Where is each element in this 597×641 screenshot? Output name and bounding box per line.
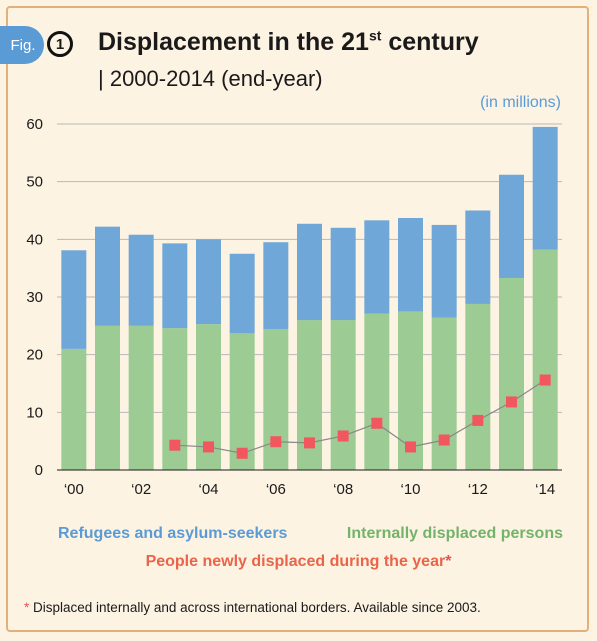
- newly-displaced-point-2013: [506, 396, 517, 408]
- x-tick-label-2014: ‘14: [535, 481, 555, 498]
- bar-idps-2012: [465, 303, 491, 470]
- bar-refugees-2013: [499, 174, 524, 278]
- newly-displaced-point-2011: [438, 434, 450, 446]
- figure-label-badge: Fig.: [0, 26, 44, 64]
- newly-displaced-point-2007: [304, 437, 315, 449]
- bar-idps-2002: [128, 325, 154, 470]
- bar-refugees-2009: [364, 220, 390, 314]
- newly-displaced-point-2012: [472, 414, 484, 426]
- chart-title-sup: st: [368, 27, 382, 44]
- x-tick-label-2004: ‘04: [198, 481, 218, 498]
- y-tick-label-0: 0: [35, 462, 43, 479]
- bar-refugees-2011: [431, 224, 457, 318]
- figure-number: 1: [47, 31, 73, 57]
- bar-refugees-2012: [465, 210, 491, 304]
- bar-refugees-2014: [532, 126, 558, 250]
- x-tick-label-2002: ‘02: [131, 481, 151, 498]
- newly-displaced-point-2010: [405, 441, 416, 453]
- bar-refugees-2001: [95, 226, 120, 326]
- legend-newly-displaced-label: People newly displaced during the year: [145, 553, 446, 570]
- y-tick-label-50: 50: [26, 174, 43, 191]
- bar-idps-2009: [364, 313, 390, 470]
- chart-subtitle: | 2000-2014 (end-year): [98, 66, 323, 91]
- bar-refugees-2006: [263, 242, 289, 330]
- newly-displaced-point-2014: [539, 374, 551, 386]
- bar-idps-2013: [499, 277, 524, 470]
- newly-displaced-point-2006: [270, 436, 282, 448]
- footnote: * Displaced internally and across intern…: [24, 600, 481, 615]
- newly-displaced-point-2008: [337, 430, 349, 442]
- footnote-asterisk: *: [24, 600, 30, 615]
- bar-refugees-2005: [229, 253, 255, 334]
- bar-refugees-2007: [297, 223, 322, 321]
- bar-refugees-2003: [162, 243, 188, 329]
- y-tick-label-10: 10: [26, 404, 43, 421]
- figure-frame: [6, 6, 589, 632]
- chart-title-main: Displacement in the 21: [98, 28, 369, 56]
- x-tick-label-2008: ‘08: [333, 481, 353, 498]
- legend-asterisk: *: [445, 553, 452, 570]
- bar-refugees-2000: [61, 250, 87, 349]
- bar-idps-2006: [263, 329, 289, 470]
- x-tick-label-2000: ‘00: [64, 481, 84, 498]
- bar-idps-2011: [431, 317, 457, 470]
- x-tick-label-2012: ‘12: [468, 481, 488, 498]
- legend-refugees: Refugees and asylum-seekers: [58, 525, 288, 542]
- x-tick-label-2010: ‘10: [400, 481, 420, 498]
- bar-refugees-2002: [128, 234, 154, 326]
- x-tick-label-2006: ‘06: [266, 481, 286, 498]
- stacked-bar-chart: 0 10 20 30 40 50 60 ‘00 ‘02 ‘04 ‘06 ‘08 ‘10 ‘12 ‘14: [26, 116, 562, 498]
- bar-idps-2005: [229, 333, 255, 470]
- chart-title: Displacement in the 21st century: [98, 28, 479, 57]
- newly-displaced-line: [174, 379, 546, 454]
- footnote-text: Displaced internally and across internat…: [29, 600, 481, 615]
- newly-displaced-point-2009: [371, 417, 383, 429]
- newly-displaced-point-2005: [236, 447, 248, 459]
- newly-displaced-point-2004: [203, 441, 214, 453]
- figure-label: Fig.: [10, 36, 36, 54]
- bar-idps-2008: [330, 320, 356, 470]
- chart-title-end: century: [381, 28, 479, 56]
- y-tick-label-60: 60: [26, 116, 43, 133]
- bar-idps-2001: [95, 325, 120, 470]
- newly-displaced-point-2003: [169, 439, 181, 451]
- bar-idps-2014: [532, 249, 558, 470]
- legend-newly-displaced: People newly displaced during the year*: [0, 553, 597, 571]
- legend-idps: Internally displaced persons: [346, 525, 563, 542]
- unit-label: (in millions): [480, 94, 561, 111]
- bar-refugees-2008: [330, 227, 356, 321]
- bar-idps-2000: [61, 348, 87, 470]
- bar-refugees-2004: [196, 239, 221, 325]
- y-tick-label-20: 20: [26, 347, 43, 364]
- bar-refugees-2010: [398, 217, 423, 312]
- y-tick-label-30: 30: [26, 289, 43, 306]
- y-tick-label-40: 40: [26, 231, 43, 248]
